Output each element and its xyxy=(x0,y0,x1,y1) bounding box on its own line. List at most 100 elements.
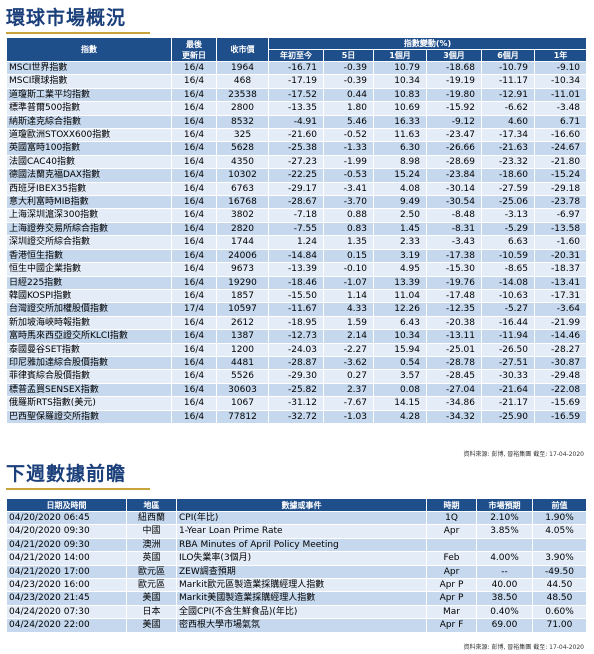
market-overview-table: 指數 最後 更新日 收市價 指數變動(%) 年初至今 5日 1個月 3個月 6個… xyxy=(6,37,588,424)
cell-last-update: 16/4 xyxy=(171,74,217,89)
table-row: 德國法蘭克福DAX指數 16/4 10302 -22.25 -0.53 15.24 -23.… xyxy=(6,168,588,183)
cell-event: ZEW調查預期 xyxy=(176,565,427,580)
cell-last-update: 16/4 xyxy=(171,115,217,130)
cell-6m: -21.17 xyxy=(481,396,535,411)
cell-region: 美國 xyxy=(126,618,177,633)
table-row: 04/24/2020 22:00 美國 密西根大學市場氣氛 Apr F 69.00 71.… xyxy=(6,618,587,633)
week-ahead-body: 04/20/2020 06:45 紐西蘭 CPI(年比) 1Q 2.10% 1.90% 04… xyxy=(6,511,587,633)
cell-ytd: -13.35 xyxy=(268,101,324,116)
cell-index: MSCI世界指數 xyxy=(6,61,172,76)
cell-5d: -0.53 xyxy=(323,168,374,183)
cell-last-update: 16/4 xyxy=(171,276,217,290)
cell-last-update: 16/4 xyxy=(171,208,217,223)
cell-period: 1Q xyxy=(426,511,477,526)
table-row: 法國CAC40指數 16/4 4350 -27.23 -1.99 8.98 -28.69 -2… xyxy=(6,155,588,170)
cell-close: 1744 xyxy=(216,235,269,250)
cell-previous: 71.00 xyxy=(532,618,587,633)
table-row: 深圳證交所綜合指數 16/4 1744 1.24 1.35 2.33 -3.43 6.63 -1… xyxy=(6,235,588,250)
cell-1y: -14.46 xyxy=(533,329,588,344)
header-period: 時期 xyxy=(426,498,477,512)
cell-last-update: 16/4 xyxy=(171,289,217,304)
cell-last-update: 16/4 xyxy=(171,182,217,197)
cell-ytd: -12.73 xyxy=(268,329,324,344)
table-row: 恒生中國企業指數 16/4 9673 -13.39 -0.10 4.95 -15.30 -8.… xyxy=(6,262,588,277)
cell-1m: 13.39 xyxy=(373,276,427,290)
cell-1y: 6.71 xyxy=(533,115,588,130)
cell-datetime: 04/21/2020 14:00 xyxy=(6,551,127,566)
header-1y: 1年 xyxy=(533,49,588,62)
cell-1y: -28.27 xyxy=(533,343,588,357)
cell-forecast xyxy=(476,538,533,553)
cell-ytd: -21.60 xyxy=(268,128,324,143)
cell-3m: -19.76 xyxy=(426,276,482,290)
cell-5d: -0.39 xyxy=(323,61,374,76)
cell-6m: 6.63 xyxy=(481,235,535,250)
cell-6m: -11.17 xyxy=(481,74,535,89)
cell-5d: 0.27 xyxy=(323,369,374,384)
cell-ytd: -31.12 xyxy=(268,396,324,411)
cell-previous: 48.50 xyxy=(532,591,587,606)
cell-last-update: 16/4 xyxy=(171,262,217,277)
cell-1y: -15.24 xyxy=(533,168,588,183)
cell-event: 密西根大學市場氣氛 xyxy=(176,618,427,633)
cell-1m: 15.94 xyxy=(373,343,427,357)
cell-ytd: -27.23 xyxy=(268,155,324,170)
cell-close: 1067 xyxy=(216,396,269,411)
cell-5d: 1.80 xyxy=(323,101,374,116)
cell-close: 16768 xyxy=(216,195,269,210)
cell-5d: -1.33 xyxy=(323,141,374,156)
header-previous: 前值 xyxy=(532,498,587,512)
cell-period: Apr P xyxy=(426,578,477,593)
cell-last-update: 16/4 xyxy=(171,222,217,237)
cell-forecast: 0.40% xyxy=(476,605,533,620)
table-row: 意大利富時MIB指數 16/4 16768 -28.67 -3.70 9.49 -30.54… xyxy=(6,195,588,210)
table-row: 04/24/2020 07:30 日本 全國CPI(不含生鮮食品)(年比) Mar 0.… xyxy=(6,605,587,620)
cell-close: 1200 xyxy=(216,343,269,357)
source-note-1: 資料來源: 彭博, 晉裕集團 截至: 17-04-2020 xyxy=(463,451,584,458)
cell-1m: 10.34 xyxy=(373,329,427,344)
cell-5d: -2.27 xyxy=(323,343,374,357)
cell-region: 中國 xyxy=(126,524,177,539)
cell-1m: 10.79 xyxy=(373,61,427,76)
cell-forecast: 40.00 xyxy=(476,578,533,593)
cell-1m: 0.08 xyxy=(373,383,427,398)
cell-close: 2820 xyxy=(216,222,269,237)
cell-event: 1-Year Loan Prime Rate xyxy=(176,524,427,539)
cell-index: 新加坡海峽時報指數 xyxy=(6,316,172,331)
cell-5d: -3.62 xyxy=(323,356,374,371)
cell-period: Apr F xyxy=(426,618,477,633)
table-row: 道瓊歐洲STOXX600指數 16/4 325 -21.60 -0.52 11.63 -23… xyxy=(6,128,588,143)
cell-3m: -28.69 xyxy=(426,155,482,170)
cell-previous: 44.50 xyxy=(532,578,587,593)
cell-close: 468 xyxy=(216,74,269,89)
cell-previous xyxy=(532,538,587,553)
cell-6m: -21.63 xyxy=(481,141,535,156)
cell-index: 上海深圳滬深300指數 xyxy=(6,208,172,223)
cell-3m: -8.48 xyxy=(426,208,482,223)
cell-5d: -0.39 xyxy=(323,74,374,89)
title-underline xyxy=(6,32,150,34)
table-row: 04/20/2020 09:30 中國 1-Year Loan Prime Rate… xyxy=(6,524,587,539)
cell-index: 道瓊斯工業平均指數 xyxy=(6,88,172,103)
header-datetime: 日期及時間 xyxy=(6,498,127,512)
cell-3m: -30.14 xyxy=(426,182,482,197)
cell-6m: -8.65 xyxy=(481,262,535,277)
table-row: 巴西聖保羅證交所指數 16/4 77812 -32.72 -1.03 4.28 -34.32… xyxy=(6,410,588,424)
cell-3m: -19.19 xyxy=(426,74,482,89)
cell-3m: -3.43 xyxy=(426,235,482,250)
header-change-group: 指數變動(%) xyxy=(267,37,588,50)
cell-1m: 11.63 xyxy=(373,128,427,143)
table-row: 04/21/2020 17:00 歐元區 ZEW調查預期 Apr -- -49.50 xyxy=(6,565,587,580)
cell-3m: -15.30 xyxy=(426,262,482,277)
cell-6m: -5.29 xyxy=(481,222,535,237)
cell-index: 香港恒生指數 xyxy=(6,249,172,264)
cell-period xyxy=(426,538,477,553)
cell-index: 台灣證交所加權股價指數 xyxy=(6,302,172,317)
cell-1m: 14.15 xyxy=(373,396,427,411)
cell-last-update: 16/4 xyxy=(171,88,217,103)
cell-1y: -9.10 xyxy=(533,61,588,76)
cell-6m: -21.64 xyxy=(481,383,535,398)
cell-ytd: -25.82 xyxy=(268,383,324,398)
cell-forecast: 4.00% xyxy=(476,551,533,566)
